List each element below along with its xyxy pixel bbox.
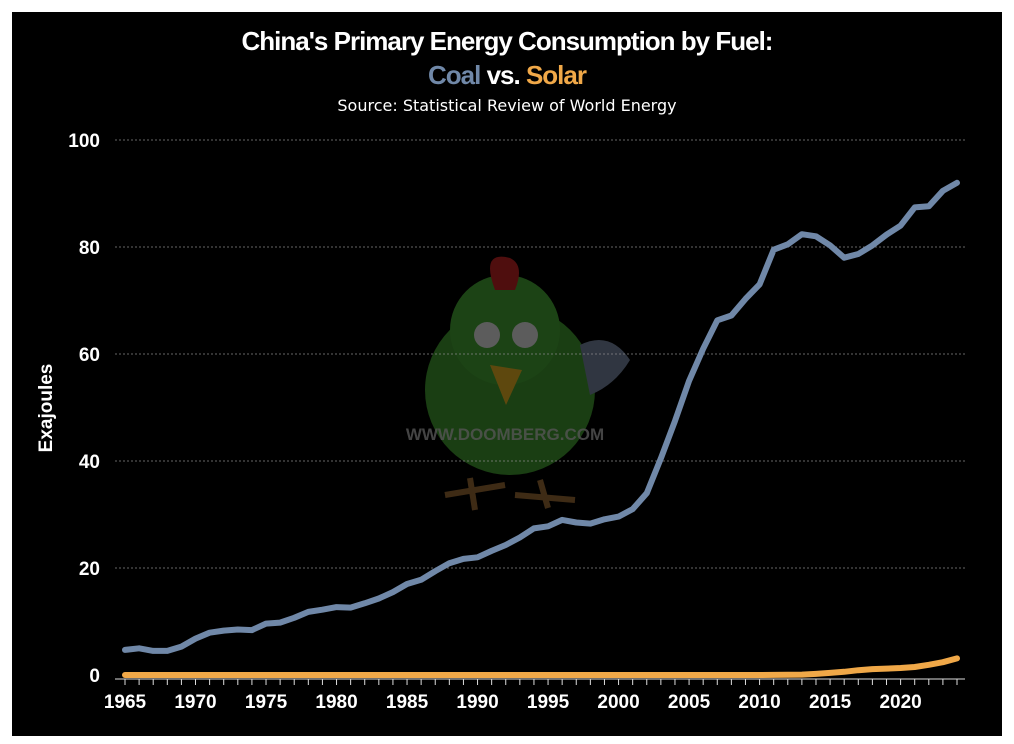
subtitle-coal: Coal [428,60,481,90]
series-line-coal [122,179,960,654]
x-tick-label: 2020 [879,692,921,713]
x-tick-label: 2015 [809,692,852,713]
y-tick-label: 80 [79,238,100,259]
chicken-beak-icon [490,365,522,405]
chicken-comb-icon [490,256,519,290]
chart-title: China's Primary Energy Consumption by Fu… [241,26,774,56]
x-tick-label: 1985 [386,692,429,713]
y-tick-label: 40 [79,452,100,473]
x-tick-label: 1975 [245,692,288,713]
chicken-body-icon [425,305,595,475]
chicken-feet-icon [444,477,576,511]
x-tick-label: 1990 [456,692,498,713]
subtitle-solar: Solar [525,60,587,90]
x-tick-label: 1980 [315,692,357,713]
y-tick-label: 60 [79,345,100,366]
y-tick-label: 100 [68,131,100,152]
chart-background [12,12,1002,736]
x-tick-label: 2010 [738,692,780,713]
y-tick-label: 20 [79,559,100,580]
chicken-eye-icon [474,322,500,348]
x-tick-label: 1965 [104,692,147,713]
y-tick-label: 0 [89,666,100,687]
series-line-solar [122,655,960,678]
x-tick-label: 2005 [668,692,711,713]
watermark-text: WWW.DOOMBERG.COM [406,425,604,444]
chart-source: Source: Statistical Review of World Ener… [337,96,677,115]
watermark-logo [425,256,630,511]
y-axis-label: Exajoules [36,364,57,453]
chart-subtitle: Coal vs. Solar [0,60,1014,91]
subtitle-vs: vs. [480,60,526,90]
x-tick-label: 1995 [527,692,570,713]
x-tick-label: 1970 [174,692,216,713]
chicken-eye-icon [512,322,538,348]
chicken-head-icon [450,275,560,385]
x-tick-label: 2000 [597,692,639,713]
